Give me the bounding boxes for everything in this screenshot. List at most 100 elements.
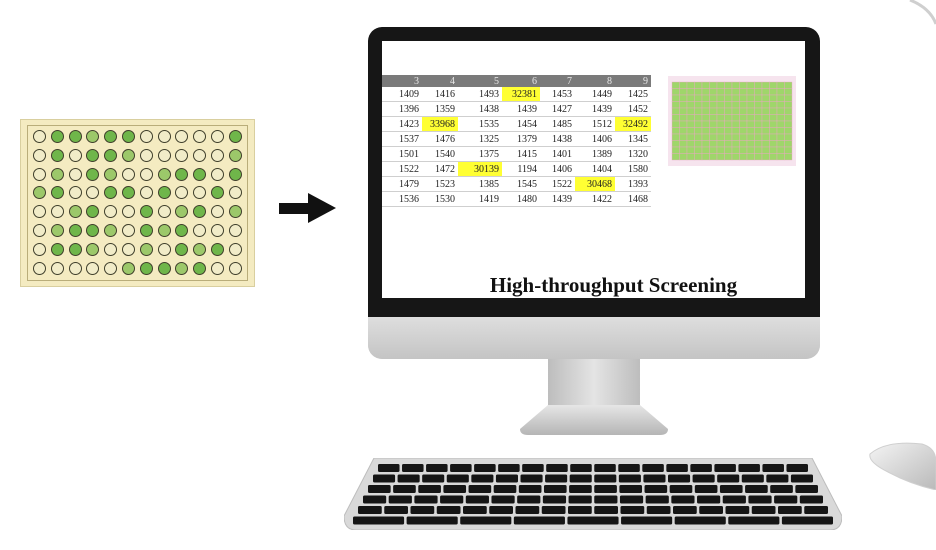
- well: [211, 186, 224, 200]
- heatmap-cell: [731, 133, 740, 141]
- keyboard-key: [495, 474, 518, 483]
- keyboard-key: [762, 464, 784, 472]
- heatmap-cell: [679, 140, 688, 148]
- well: [86, 242, 100, 256]
- keyboard-key: [694, 485, 718, 493]
- well: [193, 148, 207, 162]
- well: [139, 224, 153, 237]
- heatmap-cell: [716, 153, 725, 161]
- well: [175, 242, 189, 256]
- well: [68, 186, 82, 200]
- heatmap-cell: [731, 127, 740, 135]
- well: [122, 167, 135, 181]
- heatmap-cell: [694, 146, 703, 154]
- heatmap-cell: [746, 133, 755, 141]
- keyboard-key: [570, 464, 592, 472]
- heatmap-cell: [731, 107, 740, 115]
- heatmap-cell: [731, 101, 740, 109]
- heatmap-cell: [709, 107, 718, 115]
- heatmap-cell: [776, 127, 785, 135]
- heatmap-cell: [784, 114, 793, 122]
- well: [33, 148, 46, 162]
- well: [139, 261, 153, 275]
- well: [50, 261, 64, 275]
- heatmap-cell: [746, 127, 755, 135]
- well: [86, 186, 100, 200]
- keyboard-key: [373, 474, 396, 483]
- table-cell: 1345: [615, 131, 651, 147]
- heatmap-cell: [686, 153, 695, 161]
- heatmap-cell: [761, 120, 770, 128]
- table-cell: 30468: [575, 176, 615, 192]
- well: [33, 261, 46, 275]
- well: [175, 205, 189, 219]
- keyboard-key: [491, 495, 515, 504]
- well: [104, 186, 118, 200]
- heatmap-cell: [724, 94, 733, 102]
- keyboard-key: [568, 495, 592, 504]
- well: [122, 130, 135, 143]
- table-cell: 1454: [502, 116, 540, 132]
- keyboard-key: [426, 464, 448, 472]
- table-cell: 1406: [575, 131, 615, 147]
- table-cell: 1449: [575, 87, 615, 102]
- heatmap-cell: [731, 146, 740, 154]
- heatmap-cell: [716, 127, 725, 135]
- heatmap-cell: [724, 120, 733, 128]
- keyboard-key: [619, 495, 644, 504]
- keyboard-key: [542, 495, 567, 504]
- table-cell: 1439: [575, 101, 615, 117]
- well: [175, 148, 189, 162]
- well: [175, 224, 189, 237]
- well: [175, 261, 189, 275]
- well: [211, 261, 224, 275]
- table-cell: 1416: [422, 87, 458, 102]
- heatmap-cell: [686, 127, 695, 135]
- well: [104, 148, 118, 162]
- well: [193, 167, 207, 181]
- table-cell: 30139: [458, 161, 502, 177]
- well: [50, 205, 64, 219]
- heatmap-cell: [754, 127, 763, 135]
- heatmap-cell: [739, 81, 748, 89]
- heatmap-cell: [739, 120, 748, 128]
- heatmap-cell: [754, 107, 763, 115]
- well: [139, 148, 153, 162]
- keyboard-key: [436, 506, 461, 514]
- table-cell: 1537: [382, 131, 422, 147]
- heatmap-cell: [701, 120, 710, 128]
- keyboard-key: [393, 485, 416, 493]
- table-cell: 1536: [382, 191, 422, 207]
- table-cell: 1404: [575, 161, 615, 177]
- heatmap-cell: [679, 107, 688, 115]
- table-row: 1536 1530 1419 1480 1439 1422 1468: [382, 191, 651, 207]
- keyboard-key: [397, 474, 420, 483]
- heatmap-cell: [754, 101, 763, 109]
- keyboard-key: [738, 464, 760, 472]
- heatmap-cell: [709, 81, 718, 89]
- well: [86, 148, 100, 162]
- heatmap-cell: [776, 140, 785, 148]
- well: [104, 242, 118, 256]
- table-body: 1409 1416 1493 32381 1453 1449 1425 1396 1359 143…: [382, 87, 651, 207]
- table-row: 1479 1523 1385 1545 1522 30468 1393: [382, 176, 651, 192]
- table-header-cell: 6: [502, 75, 540, 87]
- keyboard-key: [781, 516, 833, 525]
- heatmap-cell: [739, 88, 748, 96]
- heatmap-cell: [761, 146, 770, 154]
- keyboard-key: [666, 464, 688, 472]
- heatmap-cell: [671, 114, 680, 122]
- keyboard-key: [714, 464, 736, 472]
- keyboard-key: [674, 516, 726, 525]
- table-row: 1396 1359 1438 1439 1427 1439 1452: [382, 101, 651, 117]
- keyboard-key: [463, 506, 487, 514]
- mouse-icon: [869, 442, 936, 490]
- well: [68, 224, 82, 237]
- heatmap-cell: [784, 146, 793, 154]
- well: [86, 205, 100, 219]
- keyboard-key: [568, 506, 592, 514]
- heatmap-cell: [769, 133, 778, 141]
- heatmap-cell: [731, 81, 740, 89]
